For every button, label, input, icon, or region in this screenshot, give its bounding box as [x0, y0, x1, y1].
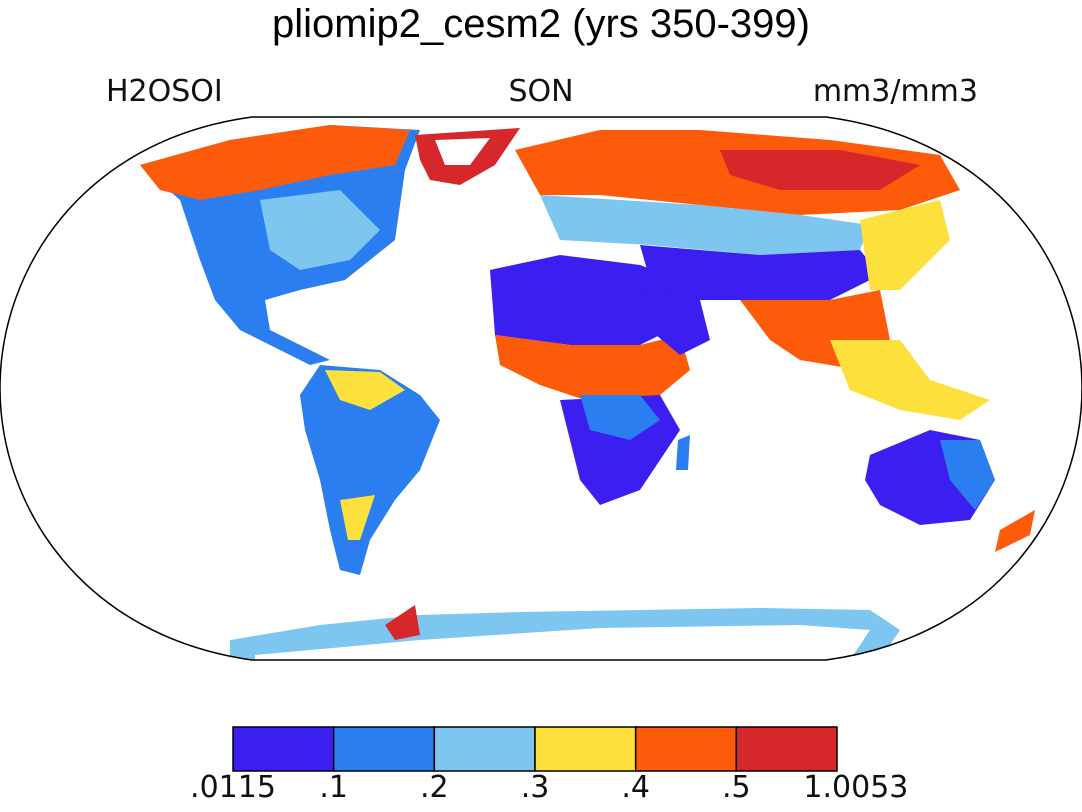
season-label: SON [508, 74, 574, 109]
greenland-ice [435, 138, 490, 165]
australia-east [940, 440, 995, 510]
colorbar-tick-label: .3 [520, 770, 550, 805]
south-america-land [300, 365, 440, 575]
eurasia-mid [540, 195, 870, 255]
land-fields [140, 125, 1035, 660]
colorbar-swatch-0 [232, 726, 335, 772]
colorbar [232, 726, 838, 772]
colorbar-tick-label: .2 [420, 770, 449, 805]
units-label: mm3/mm3 [812, 74, 978, 109]
north-america-interior [260, 190, 380, 270]
africa-sahara [490, 255, 690, 345]
south-america-south [340, 495, 375, 540]
south-america-north [325, 370, 405, 410]
southeast-asia [830, 340, 990, 420]
colorbar-tick-label: .1 [319, 770, 348, 805]
east-asia [860, 200, 950, 290]
colorbar-swatch-5 [735, 726, 838, 772]
colorbar-tick-label: .0115 [190, 770, 276, 805]
africa-sahel [495, 335, 690, 405]
globe-outline [0, 116, 1082, 661]
africa-central [580, 395, 660, 440]
madagascar [676, 435, 690, 470]
colorbar-swatch-4 [634, 726, 738, 772]
colorbar-tick-label: 1.0053 [803, 770, 909, 805]
map-title: pliomip2_cesm2 (yrs 350-399) [271, 2, 810, 46]
new-zealand [995, 510, 1035, 552]
antarctic-peninsula [385, 605, 420, 640]
colorbar-tick-label: .5 [722, 770, 751, 805]
arabia [640, 290, 710, 355]
siberia-wet [720, 150, 920, 190]
north-america-arctic [140, 125, 410, 200]
colorbar-swatch-1 [332, 726, 436, 772]
variable-label: H2OSOI [106, 74, 223, 109]
colorbar-swatch-3 [534, 726, 637, 772]
central-asia-dry [640, 245, 880, 300]
colorbar-swatch-2 [433, 726, 536, 772]
antarctica-ice [255, 625, 870, 660]
colorbar-tick-label: .4 [621, 770, 650, 805]
